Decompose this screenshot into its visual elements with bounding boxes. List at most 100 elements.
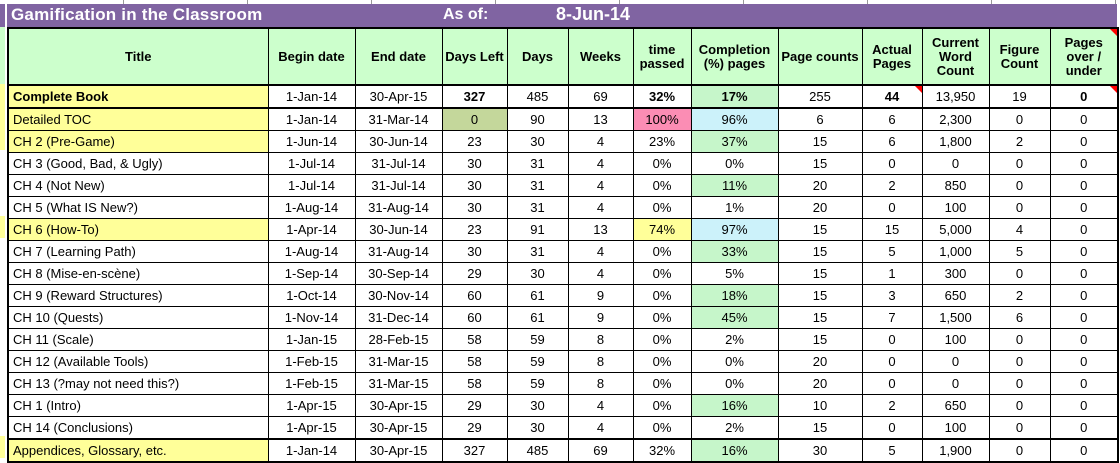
cell-actual-pages[interactable]: 1 <box>861 262 923 285</box>
cell-end-date[interactable]: 30-Apr-15 <box>354 416 443 440</box>
cell-days[interactable]: 31 <box>506 196 569 219</box>
cell-actual-pages[interactable]: 0 <box>861 350 923 373</box>
cell-pages-over-under[interactable]: 0 <box>1049 372 1119 395</box>
cell-end-date[interactable]: 31-Dec-14 <box>354 306 443 329</box>
cell-begin-date[interactable]: 1-Aug-14 <box>267 196 356 219</box>
cell-time-passed[interactable]: 0% <box>632 240 692 263</box>
cell-time-passed[interactable]: 100% <box>632 107 692 131</box>
column-header-completion-pct-pages[interactable]: Completion (%) pages <box>690 27 779 86</box>
cell-end-date[interactable]: 28-Feb-15 <box>354 328 443 351</box>
cell-actual-pages[interactable]: 6 <box>861 107 923 131</box>
cell-weeks[interactable]: 9 <box>567 306 634 329</box>
cell-end-date[interactable]: 30-Apr-15 <box>354 84 443 109</box>
cell-figure-count[interactable]: 5 <box>988 240 1051 263</box>
cell-pages-over-under[interactable]: 0 <box>1049 350 1119 373</box>
title-cell[interactable]: CH 6 (How-To) <box>7 218 269 241</box>
column-header-days-left[interactable]: Days Left <box>441 27 508 86</box>
cell-weeks[interactable]: 4 <box>567 152 634 175</box>
cell-actual-pages[interactable]: 0 <box>861 152 923 175</box>
cell-completion-pct-pages[interactable]: 16% <box>690 394 779 417</box>
cell-current-word-count[interactable]: 0 <box>921 152 990 175</box>
cell-begin-date[interactable]: 1-Apr-15 <box>267 394 356 417</box>
cell-time-passed[interactable]: 0% <box>632 306 692 329</box>
cell-days-left[interactable]: 30 <box>441 240 508 263</box>
cell-completion-pct-pages[interactable]: 11% <box>690 174 779 197</box>
cell-end-date[interactable]: 30-Jun-14 <box>354 130 443 153</box>
cell-figure-count[interactable]: 0 <box>988 107 1051 131</box>
cell-pages-over-under[interactable]: 0 <box>1049 438 1119 463</box>
cell-completion-pct-pages[interactable]: 16% <box>690 438 779 463</box>
cell-days[interactable]: 59 <box>506 350 569 373</box>
cell-completion-pct-pages[interactable]: 2% <box>690 328 779 351</box>
cell-begin-date[interactable]: 1-Aug-14 <box>267 240 356 263</box>
cell-weeks[interactable]: 8 <box>567 372 634 395</box>
cell-actual-pages[interactable]: 0 <box>861 372 923 395</box>
cell-end-date[interactable]: 30-Sep-14 <box>354 262 443 285</box>
cell-time-passed[interactable]: 0% <box>632 372 692 395</box>
column-header-pages-over-under[interactable]: Pages over / under <box>1049 27 1119 86</box>
cell-completion-pct-pages[interactable]: 0% <box>690 372 779 395</box>
cell-figure-count[interactable]: 6 <box>988 306 1051 329</box>
cell-days-left[interactable]: 58 <box>441 328 508 351</box>
cell-pages-over-under[interactable]: 0 <box>1049 328 1119 351</box>
title-cell[interactable]: CH 4 (Not New) <box>7 174 269 197</box>
column-header-figure-count[interactable]: Figure Count <box>988 27 1051 86</box>
cell-page-counts[interactable]: 15 <box>777 306 863 329</box>
cell-figure-count[interactable]: 0 <box>988 262 1051 285</box>
cell-begin-date[interactable]: 1-Nov-14 <box>267 306 356 329</box>
cell-current-word-count[interactable]: 1,000 <box>921 240 990 263</box>
title-cell[interactable]: CH 14 (Conclusions) <box>7 416 269 440</box>
cell-days[interactable]: 485 <box>506 438 569 463</box>
title-cell[interactable]: CH 12 (Available Tools) <box>7 350 269 373</box>
cell-days[interactable]: 90 <box>506 107 569 131</box>
cell-time-passed[interactable]: 0% <box>632 416 692 440</box>
title-cell[interactable]: CH 11 (Scale) <box>7 328 269 351</box>
cell-completion-pct-pages[interactable]: 97% <box>690 218 779 241</box>
column-header-actual-pages[interactable]: Actual Pages <box>861 27 923 86</box>
cell-end-date[interactable]: 30-Jun-14 <box>354 218 443 241</box>
cell-page-counts[interactable]: 15 <box>777 262 863 285</box>
cell-weeks[interactable]: 13 <box>567 107 634 131</box>
cell-current-word-count[interactable]: 1,800 <box>921 130 990 153</box>
cell-pages-over-under[interactable]: 0 <box>1049 107 1119 131</box>
cell-end-date[interactable]: 31-Aug-14 <box>354 196 443 219</box>
cell-actual-pages[interactable]: 6 <box>861 130 923 153</box>
cell-page-counts[interactable]: 255 <box>777 84 863 109</box>
cell-figure-count[interactable]: 0 <box>988 350 1051 373</box>
cell-figure-count[interactable]: 0 <box>988 196 1051 219</box>
cell-pages-over-under[interactable]: 0 <box>1049 394 1119 417</box>
cell-figure-count[interactable]: 2 <box>988 284 1051 307</box>
cell-begin-date[interactable]: 1-Jan-14 <box>267 107 356 131</box>
cell-days-left[interactable]: 327 <box>441 438 508 463</box>
cell-end-date[interactable]: 31-Mar-15 <box>354 350 443 373</box>
cell-weeks[interactable]: 4 <box>567 130 634 153</box>
cell-pages-over-under[interactable]: 0 <box>1049 240 1119 263</box>
title-bar[interactable]: Gamification in the Classroom As of: 8-J… <box>7 4 1117 27</box>
cell-begin-date[interactable]: 1-Jul-14 <box>267 152 356 175</box>
cell-completion-pct-pages[interactable]: 33% <box>690 240 779 263</box>
cell-page-counts[interactable]: 30 <box>777 438 863 463</box>
cell-page-counts[interactable]: 6 <box>777 107 863 131</box>
cell-begin-date[interactable]: 1-Jan-14 <box>267 438 356 463</box>
cell-days[interactable]: 31 <box>506 240 569 263</box>
cell-weeks[interactable]: 8 <box>567 350 634 373</box>
cell-current-word-count[interactable]: 650 <box>921 394 990 417</box>
cell-days-left[interactable]: 60 <box>441 306 508 329</box>
title-cell[interactable]: CH 9 (Reward Structures) <box>7 284 269 307</box>
cell-page-counts[interactable]: 20 <box>777 372 863 395</box>
cell-completion-pct-pages[interactable]: 0% <box>690 152 779 175</box>
cell-days[interactable]: 31 <box>506 174 569 197</box>
cell-days-left[interactable]: 29 <box>441 262 508 285</box>
cell-weeks[interactable]: 69 <box>567 438 634 463</box>
cell-page-counts[interactable]: 20 <box>777 196 863 219</box>
cell-time-passed[interactable]: 32% <box>632 84 692 109</box>
cell-days-left[interactable]: 23 <box>441 130 508 153</box>
cell-figure-count[interactable]: 4 <box>988 218 1051 241</box>
cell-current-word-count[interactable]: 0 <box>921 350 990 373</box>
cell-completion-pct-pages[interactable]: 5% <box>690 262 779 285</box>
cell-time-passed[interactable]: 0% <box>632 196 692 219</box>
title-cell[interactable]: CH 10 (Quests) <box>7 306 269 329</box>
cell-current-word-count[interactable]: 100 <box>921 196 990 219</box>
title-cell[interactable]: CH 1 (Intro) <box>7 394 269 417</box>
cell-begin-date[interactable]: 1-Sep-14 <box>267 262 356 285</box>
